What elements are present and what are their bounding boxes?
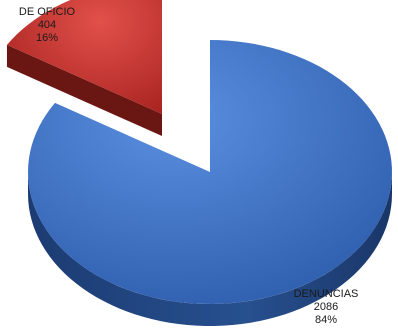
slice-de-oficio-top bbox=[6, 0, 162, 114]
slice-value: 404 bbox=[37, 19, 57, 31]
slice-name: DE OFICIO bbox=[18, 6, 76, 18]
slice-percent: 84% bbox=[314, 314, 338, 326]
slice-de-oficio bbox=[6, 0, 163, 136]
slice-label-de-oficio: DE OFICIO 404 16% bbox=[2, 6, 92, 45]
slice-label-denuncias: DENUNCIAS 2086 84% bbox=[278, 288, 374, 327]
slice-denuncias-top bbox=[28, 40, 392, 304]
slice-denuncias-side bbox=[28, 172, 392, 326]
slice-de-oficio-wall bbox=[6, 44, 163, 136]
slice-denuncias bbox=[28, 40, 392, 326]
slice-value: 2086 bbox=[313, 301, 339, 313]
slice-name: DENUNCIAS bbox=[293, 288, 359, 300]
slice-percent: 16% bbox=[35, 32, 59, 44]
